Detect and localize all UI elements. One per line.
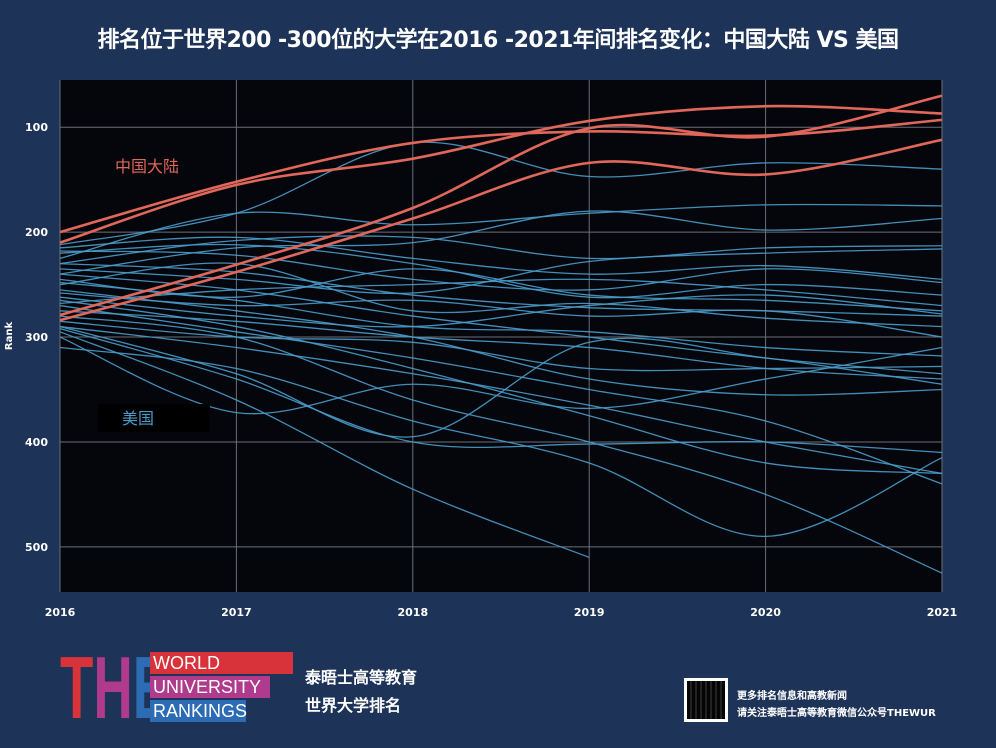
us-series-line [59,235,943,265]
us-series-line [59,315,943,574]
axis-ticks: 2016 2017 2018 2019 2020 2021 100 200 300 400 500 [25,121,957,619]
us-series-line [59,141,943,246]
y-tick-label: 100 [25,121,48,134]
us-series-line [59,289,943,396]
line-chart: 2016 2017 2018 2019 2020 2021100200300400500 … [4,80,957,619]
us-series-line [59,278,943,307]
us-series-line [59,320,943,372]
us-series-line [59,346,943,538]
chart-title: 排名位于世界200 -300位的大学在2016 -2021年间排名变化：中国大陆… [97,28,899,53]
x-tick-label: 2017 [221,606,252,619]
us-lines [59,141,943,574]
china-series-line [59,94,943,317]
us-series-line [59,292,943,338]
us-series-line [59,310,943,380]
us-series-line [59,331,590,558]
brand-line-2: 世界大学排名 [305,696,402,715]
logo-rankings: RANKINGS [150,700,247,722]
x-tick-label: 2018 [397,606,428,619]
y-axis-label: Rank [4,322,15,351]
us-series-line [59,203,943,259]
grid [59,80,943,592]
us-series-line [59,294,943,328]
qr-code [684,678,728,722]
x-tick-label: 2016 [45,606,76,619]
brand-text: 泰晤士高等教育 世界大学排名 [305,664,417,720]
china-lines [59,94,943,322]
us-series-line [59,250,943,291]
us-series-line [59,325,943,475]
x-tick-label: 2020 [750,606,781,619]
logo-university: UNIVERSITY [150,676,270,698]
us-series-line [59,304,943,485]
us-label: 美国 [122,409,154,428]
us-series-line [59,268,943,312]
x-tick-label: 2019 [574,606,605,619]
y-tick-label: 400 [25,436,48,449]
us-series-line [59,299,943,475]
follow-text: 更多排名信息和高教新闻 请关注泰晤士高等教育微信公众号THEWUR [737,688,936,722]
us-series-line [59,273,943,375]
y-tick-label: 200 [25,226,48,239]
y-tick-label: 500 [25,541,48,554]
x-tick-label: 2021 [927,606,958,619]
follow-line-2: 请关注泰晤士高等教育微信公众号THEWUR [737,708,936,719]
china-label: 中国大陆 [115,157,179,176]
us-series-line [59,262,943,328]
brand-line-1: 泰晤士高等教育 [305,668,418,687]
follow-line-1: 更多排名信息和高教新闻 [737,691,847,702]
china-series-line [59,138,943,322]
us-series-line [59,210,943,275]
the-logo: THE WORLD UNIVERSITY RANKINGS [60,644,293,732]
us-series-line [59,328,943,454]
us-series-line [59,236,943,280]
us-series-line [59,336,943,415]
china-series-line [59,104,943,244]
us-series-line [59,281,943,357]
y-tick-label: 300 [25,331,48,344]
us-series-line [59,243,943,299]
us-label-bg [98,404,210,432]
logo-world: WORLD [150,652,293,674]
